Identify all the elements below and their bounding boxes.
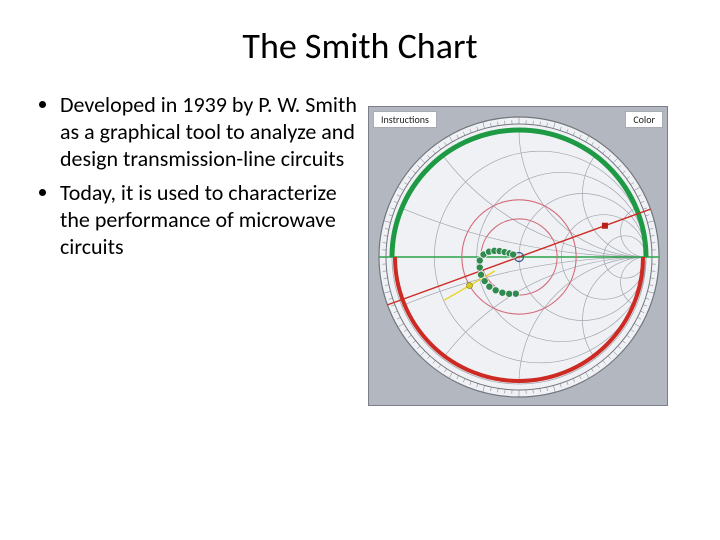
bullet-list: Developed in 1939 by P. W. Smith as a gr… (40, 92, 360, 406)
slide: The Smith Chart Developed in 1939 by P. … (0, 0, 720, 540)
smith-chart-panel: Instructions Color (368, 106, 668, 406)
bullet-2: Today, it is used to characterize the pe… (60, 180, 360, 260)
slide-body: Developed in 1939 by P. W. Smith as a gr… (0, 68, 720, 406)
bullet-1: Developed in 1939 by P. W. Smith as a gr… (60, 92, 360, 172)
smith-chart-svg (369, 107, 669, 407)
slide-title: The Smith Chart (0, 0, 720, 68)
